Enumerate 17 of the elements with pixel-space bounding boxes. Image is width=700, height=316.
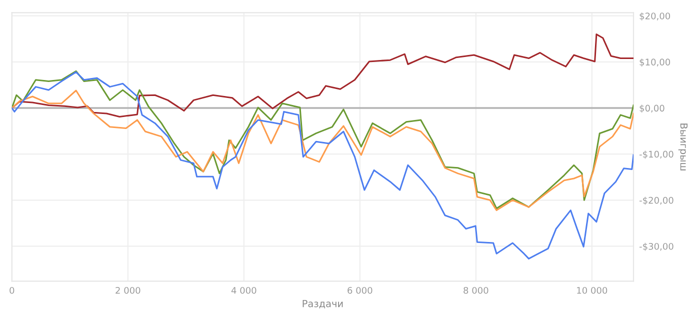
x-tick-label: 2 000 [116, 286, 140, 294]
y-tick-label: -$30,00 [639, 242, 674, 251]
x-axis-title: Раздачи [302, 300, 343, 308]
y-tick-label: -$20,00 [639, 196, 674, 205]
line-series [12, 90, 634, 212]
y-axis-title: Выигрыш [678, 124, 688, 170]
line-series [12, 71, 634, 260]
x-tick-label: 10 000 [577, 286, 608, 294]
y-tick-label: $0,00 [640, 104, 664, 113]
x-tick-label: 0 [10, 286, 14, 294]
y-tick-label: -$10,00 [639, 150, 674, 159]
x-tick-label: 4 000 [231, 286, 256, 294]
line-series [12, 70, 634, 210]
y-tick-label: $10,00 [640, 58, 670, 67]
x-tick-label: 8 000 [464, 286, 488, 294]
x-tick-label: 6 000 [348, 286, 372, 294]
y-tick-label: $20,00 [640, 12, 670, 21]
